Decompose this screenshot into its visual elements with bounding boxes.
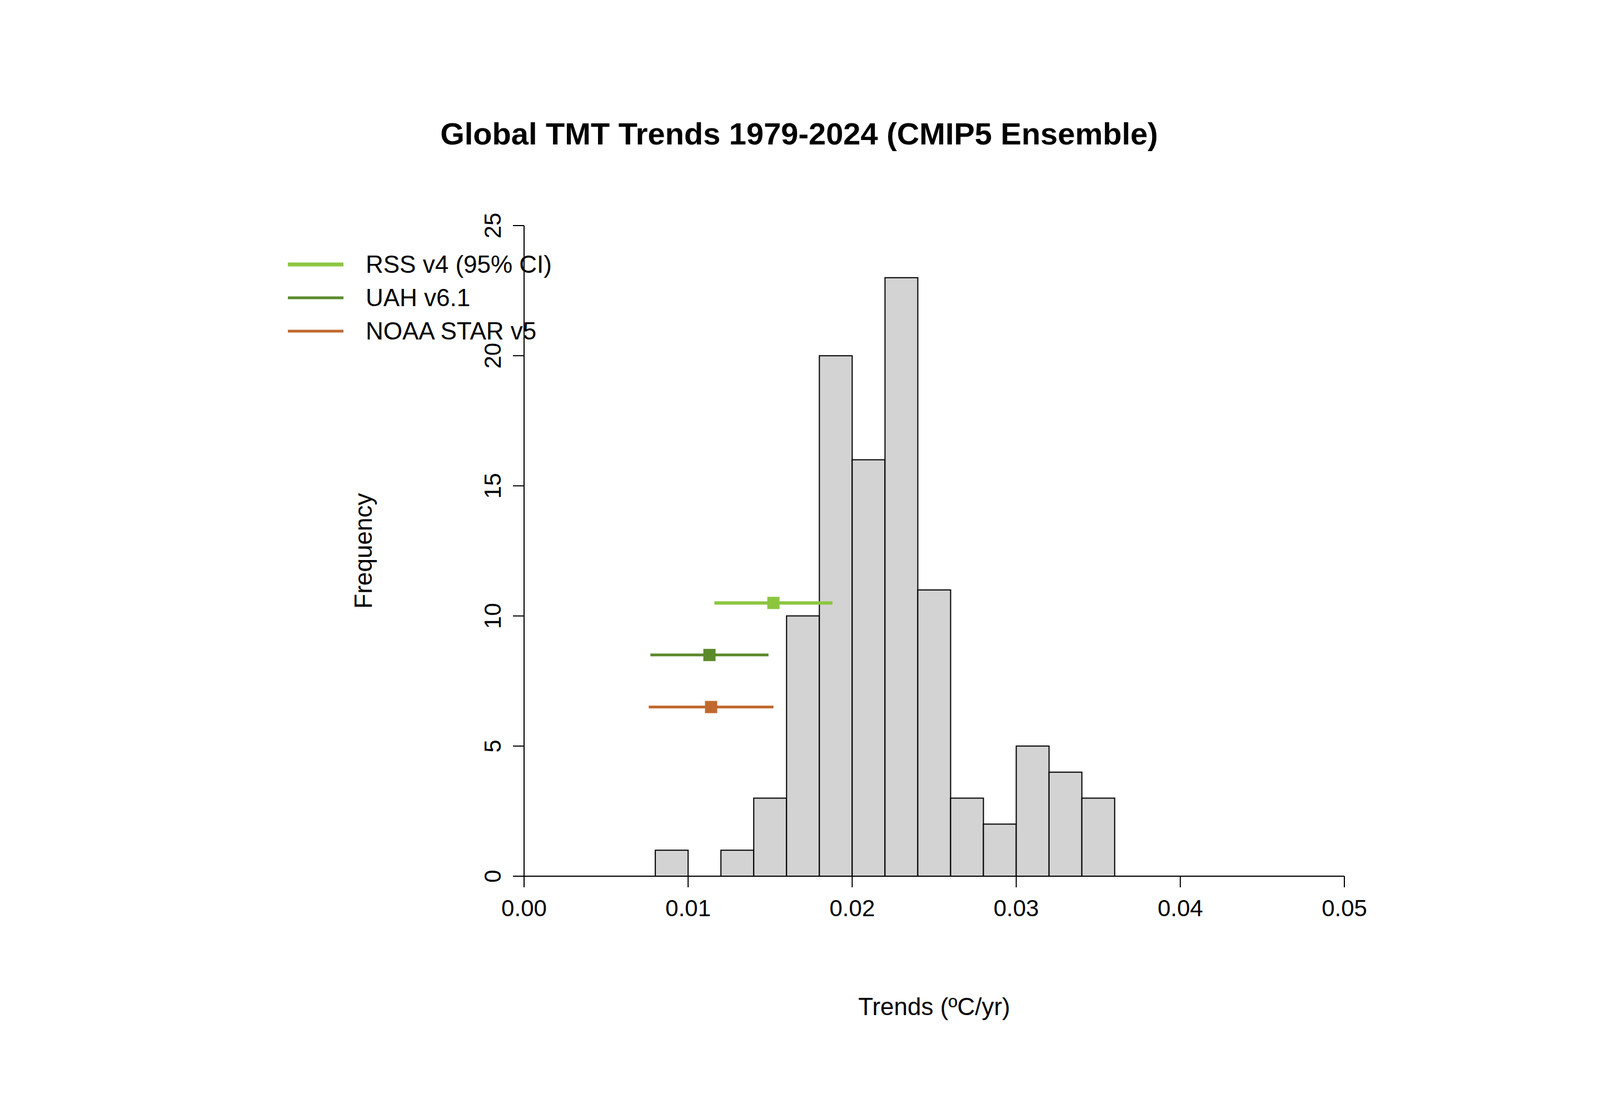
svg-text:0.00: 0.00 (501, 895, 547, 922)
html-text:UAH v6.1: UAH v6.1 (365, 283, 471, 312)
html-text:NOAA STAR v5: NOAA STAR v5 (365, 317, 537, 345)
svg-text:10: 10 (479, 602, 506, 630)
html-text:RSS v4 (95% CI): RSS v4 (95% CI) (365, 250, 552, 278)
svg-text:0.02: 0.02 (829, 895, 876, 922)
svg-text:0.01: 0.01 (665, 895, 711, 922)
svg-text:0.03: 0.03 (993, 895, 1040, 922)
svg-text:15: 15 (479, 472, 506, 500)
svg-text:0.04: 0.04 (1157, 895, 1204, 922)
html-text:Global TMT Trends 1979-2024 (C: Global TMT Trends 1979-2024 (CMIP5 Ensem… (440, 116, 1159, 152)
svg-text:5: 5 (479, 739, 506, 753)
svg-text:0.05: 0.05 (1321, 895, 1368, 922)
svg-text:Frequency: Frequency (349, 493, 377, 610)
svg-text:20: 20 (479, 342, 506, 370)
svg-text:25: 25 (479, 212, 506, 239)
svg-text:Trends (ºC/yr): Trends (ºC/yr) (858, 993, 1011, 1021)
svg-text:0: 0 (479, 869, 506, 883)
